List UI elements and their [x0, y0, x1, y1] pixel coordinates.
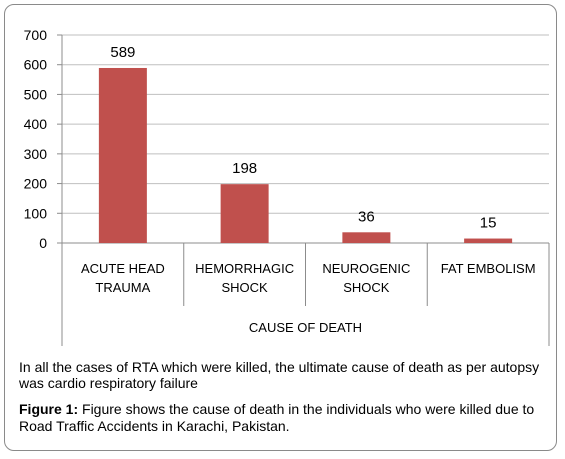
category-label: TRAUMA — [95, 280, 150, 295]
caption-block: In all the cases of RTA which were kille… — [19, 359, 549, 435]
data-label: 15 — [480, 215, 497, 232]
figure-label: Figure 1: — [19, 401, 79, 417]
data-label: 198 — [232, 160, 257, 177]
y-tick-label: 500 — [24, 86, 48, 102]
bar — [98, 67, 147, 244]
y-tick-label: 300 — [24, 146, 48, 162]
category-label: SHOCK — [343, 280, 390, 295]
bar — [220, 184, 269, 243]
bar — [464, 238, 513, 243]
data-label: 589 — [110, 44, 135, 61]
y-tick-label: 100 — [24, 205, 48, 221]
y-tick-label: 0 — [39, 235, 47, 251]
category-label: SHOCK — [222, 280, 269, 295]
figure-frame — [4, 4, 557, 451]
category-label: HEMORRHAGIC — [195, 261, 294, 276]
y-tick-label: 200 — [24, 176, 48, 192]
caption-note: In all the cases of RTA which were kille… — [19, 359, 540, 391]
figure-caption: Figure 1: Figure shows the cause of deat… — [19, 401, 549, 435]
x-axis-title: CAUSE OF DEATH — [249, 320, 362, 335]
category-label: FAT EMBOLISM — [441, 261, 536, 276]
category-label: ACUTE HEAD — [81, 261, 165, 276]
y-tick-label: 600 — [24, 57, 48, 73]
y-tick-label: 700 — [24, 27, 48, 43]
category-label: NEUROGENIC — [322, 261, 410, 276]
y-tick-label: 400 — [24, 116, 48, 132]
figure-text: Figure shows the cause of death in the i… — [19, 401, 535, 434]
bar-chart: 0 100 200 300 400 500 600 700 589 ACUTE HEAD TRAUM… — [24, 27, 550, 346]
bar — [342, 232, 391, 243]
data-label: 36 — [358, 208, 375, 225]
